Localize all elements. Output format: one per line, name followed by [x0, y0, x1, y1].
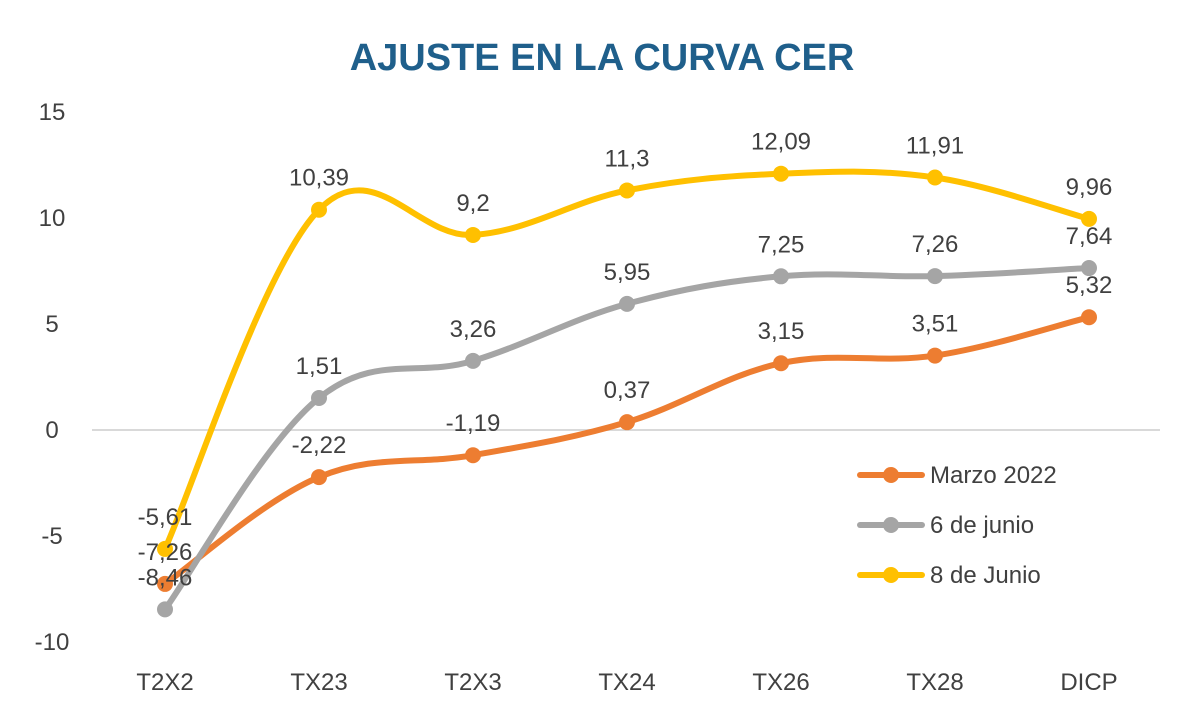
y-tick-label: 0	[45, 417, 58, 444]
legend-label: 6 de junio	[930, 512, 1034, 539]
data-point	[927, 268, 943, 285]
data-label: -7,26	[138, 539, 193, 566]
data-label: 7,25	[758, 231, 805, 258]
x-tick-label: TX24	[598, 669, 655, 696]
y-tick-label: 15	[39, 99, 66, 126]
data-label: 9,96	[1066, 174, 1113, 201]
legend: Marzo 2022 6 de junio 8 de Junio	[857, 462, 1057, 589]
legend-item: 6 de junio	[857, 512, 1034, 539]
data-label: -2,22	[292, 432, 347, 459]
data-label: -1,19	[446, 410, 501, 437]
data-labels: -7,26 -2,22 -1,19 0,37 3,15 3,51 5,32 -8,46 1,51…	[138, 129, 1113, 592]
data-point	[927, 169, 943, 186]
data-label: 11,3	[605, 145, 650, 172]
series-2	[157, 165, 1097, 557]
y-tick-label: 10	[39, 205, 66, 232]
data-point	[157, 540, 173, 557]
x-tick-label: DICP	[1060, 669, 1117, 696]
data-label: 9,2	[456, 190, 489, 217]
data-point	[927, 347, 943, 364]
data-point	[465, 226, 481, 243]
data-point	[773, 165, 789, 182]
data-label: -8,46	[138, 564, 193, 591]
data-point	[465, 352, 481, 369]
data-point	[619, 295, 635, 312]
data-label: 3,26	[450, 316, 497, 343]
data-label: 10,39	[289, 165, 349, 192]
data-point	[1081, 260, 1097, 277]
data-label: 7,26	[912, 231, 959, 258]
series-0	[157, 309, 1097, 592]
data-label: 11,91	[906, 133, 964, 160]
data-label: 3,51	[912, 311, 959, 338]
data-label: 12,09	[751, 129, 811, 156]
data-point	[619, 182, 635, 199]
x-axis: T2X2 TX23 T2X3 TX24 TX26 TX28 DICP	[136, 669, 1117, 696]
series-lines	[157, 165, 1097, 618]
legend-marker	[883, 567, 899, 583]
data-point	[1081, 210, 1097, 227]
data-point	[773, 355, 789, 372]
data-point	[311, 201, 327, 218]
data-point	[157, 601, 173, 618]
legend-item: 8 de Junio	[857, 562, 1041, 589]
data-point	[773, 268, 789, 285]
data-point	[311, 389, 327, 406]
x-tick-label: T2X2	[136, 669, 193, 696]
data-label: 5,95	[604, 259, 651, 286]
series-line	[162, 168, 1092, 552]
data-label: 5,32	[1066, 272, 1113, 299]
y-tick-label: -5	[41, 523, 62, 550]
legend-label: Marzo 2022	[930, 462, 1057, 489]
data-label: 3,15	[758, 318, 805, 345]
x-tick-label: TX26	[752, 669, 809, 696]
data-label: 0,37	[604, 377, 651, 404]
x-tick-label: TX23	[290, 669, 347, 696]
data-label: 7,64	[1066, 223, 1113, 250]
y-tick-label: 5	[45, 311, 58, 338]
legend-item: Marzo 2022	[857, 462, 1057, 489]
data-point	[157, 575, 173, 592]
data-point	[619, 414, 635, 431]
data-point	[311, 469, 327, 486]
series-1	[157, 260, 1097, 618]
x-tick-label: TX28	[906, 669, 963, 696]
legend-marker	[883, 517, 899, 533]
data-point	[1081, 309, 1097, 326]
legend-marker	[883, 467, 899, 483]
chart-title: AJUSTE EN LA CURVA CER	[350, 37, 855, 79]
data-label: 1,51	[296, 353, 343, 380]
x-tick-label: T2X3	[444, 669, 501, 696]
y-tick-label: -10	[35, 629, 70, 656]
data-point	[465, 447, 481, 464]
data-label: -5,61	[138, 504, 193, 531]
legend-label: 8 de Junio	[930, 562, 1041, 589]
